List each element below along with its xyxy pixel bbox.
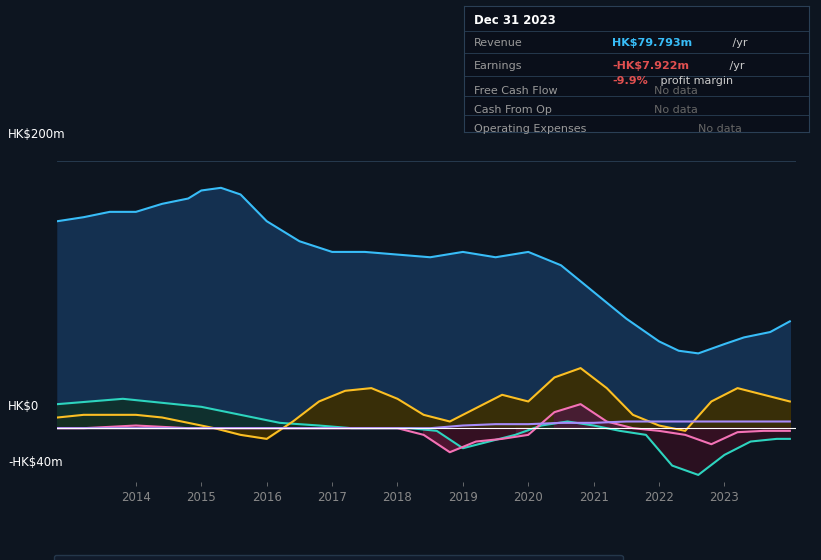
Text: Earnings: Earnings xyxy=(475,61,523,71)
Text: Revenue: Revenue xyxy=(475,38,523,48)
Text: HK$0: HK$0 xyxy=(8,399,39,413)
Legend: Revenue, Earnings, Free Cash Flow, Cash From Op, Operating Expenses: Revenue, Earnings, Free Cash Flow, Cash … xyxy=(54,555,622,560)
Text: /yr: /yr xyxy=(726,61,745,71)
Text: No data: No data xyxy=(654,86,697,96)
Text: profit margin: profit margin xyxy=(657,76,733,86)
Text: Free Cash Flow: Free Cash Flow xyxy=(475,86,557,96)
Text: -HK$40m: -HK$40m xyxy=(8,455,63,469)
Text: -9.9%: -9.9% xyxy=(612,76,648,86)
Text: Operating Expenses: Operating Expenses xyxy=(475,124,586,134)
Text: Dec 31 2023: Dec 31 2023 xyxy=(475,15,556,27)
Text: Cash From Op: Cash From Op xyxy=(475,105,552,115)
Text: /yr: /yr xyxy=(729,38,748,48)
Text: No data: No data xyxy=(699,124,742,134)
Text: HK$200m: HK$200m xyxy=(8,128,66,141)
Text: HK$79.793m: HK$79.793m xyxy=(612,38,692,48)
Text: -HK$7.922m: -HK$7.922m xyxy=(612,61,689,71)
Text: No data: No data xyxy=(654,105,697,115)
